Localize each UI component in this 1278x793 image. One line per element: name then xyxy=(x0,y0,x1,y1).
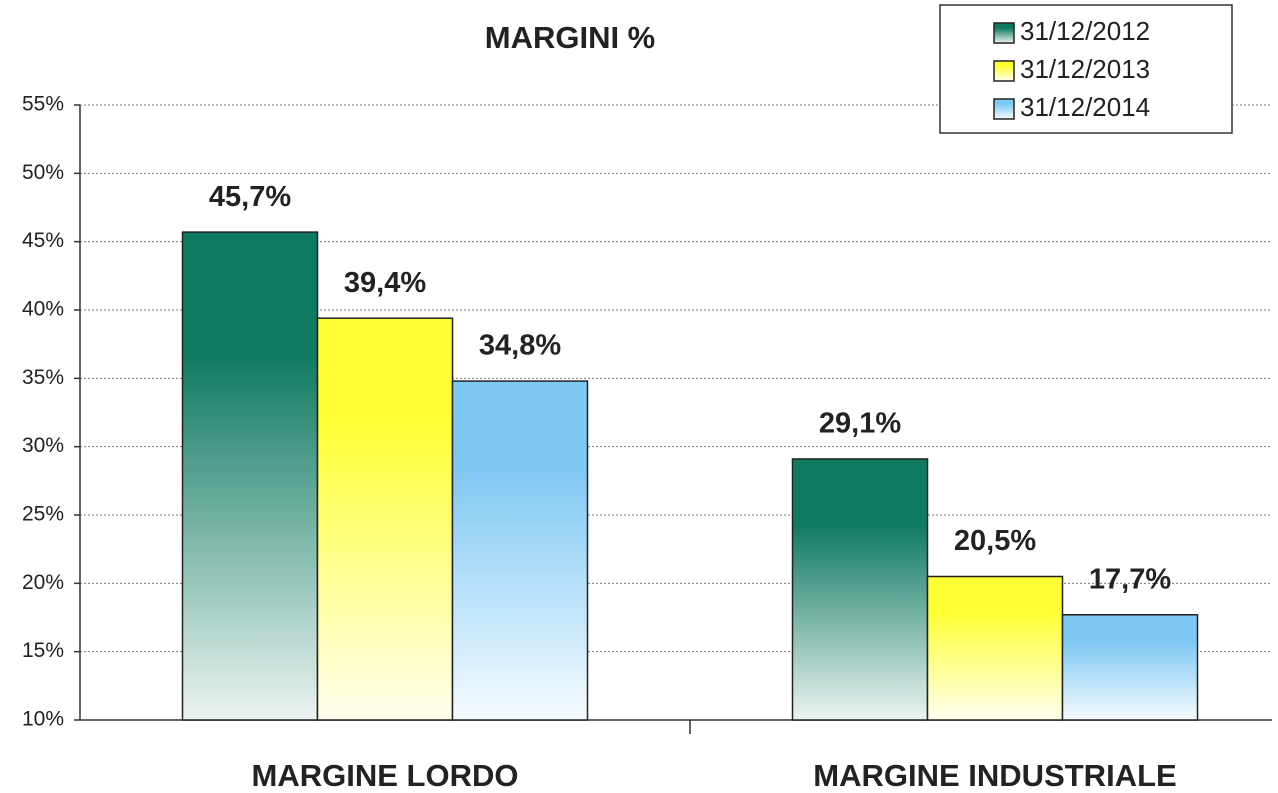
chart-title: MARGINI % xyxy=(485,20,656,55)
y-tick-label: 50% xyxy=(22,161,64,184)
bar xyxy=(791,458,929,721)
bar xyxy=(316,317,454,721)
value-label: 17,7% xyxy=(1089,563,1171,595)
bar xyxy=(1061,614,1199,721)
y-tick-label: 20% xyxy=(22,571,64,594)
y-tick-label: 45% xyxy=(22,229,64,252)
value-label: 29,1% xyxy=(819,408,901,440)
value-label: 45,7% xyxy=(209,181,291,213)
legend-label: 31/12/2013 xyxy=(1020,54,1150,84)
bar xyxy=(181,231,319,721)
legend-swatch xyxy=(993,22,1015,44)
x-tick-label: MARGINE LORDO xyxy=(252,758,519,793)
y-tick-label: 25% xyxy=(22,503,64,526)
legend-swatch xyxy=(993,60,1015,82)
y-tick-label: 15% xyxy=(22,639,64,662)
legend-label: 31/12/2014 xyxy=(1020,92,1150,122)
value-label: 34,8% xyxy=(479,330,561,362)
legend-label: 31/12/2012 xyxy=(1020,16,1150,46)
x-tick-label: MARGINE INDUSTRIALE xyxy=(813,758,1176,793)
legend-box xyxy=(939,4,1233,134)
bar xyxy=(451,380,589,721)
bar xyxy=(926,575,1064,721)
y-tick-label: 55% xyxy=(22,93,64,116)
y-tick-label: 30% xyxy=(22,434,64,457)
y-tick-label: 35% xyxy=(22,366,64,389)
value-label: 39,4% xyxy=(344,267,426,299)
y-tick-label: 10% xyxy=(22,708,64,731)
y-tick-label: 40% xyxy=(22,298,64,321)
legend-swatch xyxy=(993,98,1015,120)
value-label: 20,5% xyxy=(954,525,1036,557)
